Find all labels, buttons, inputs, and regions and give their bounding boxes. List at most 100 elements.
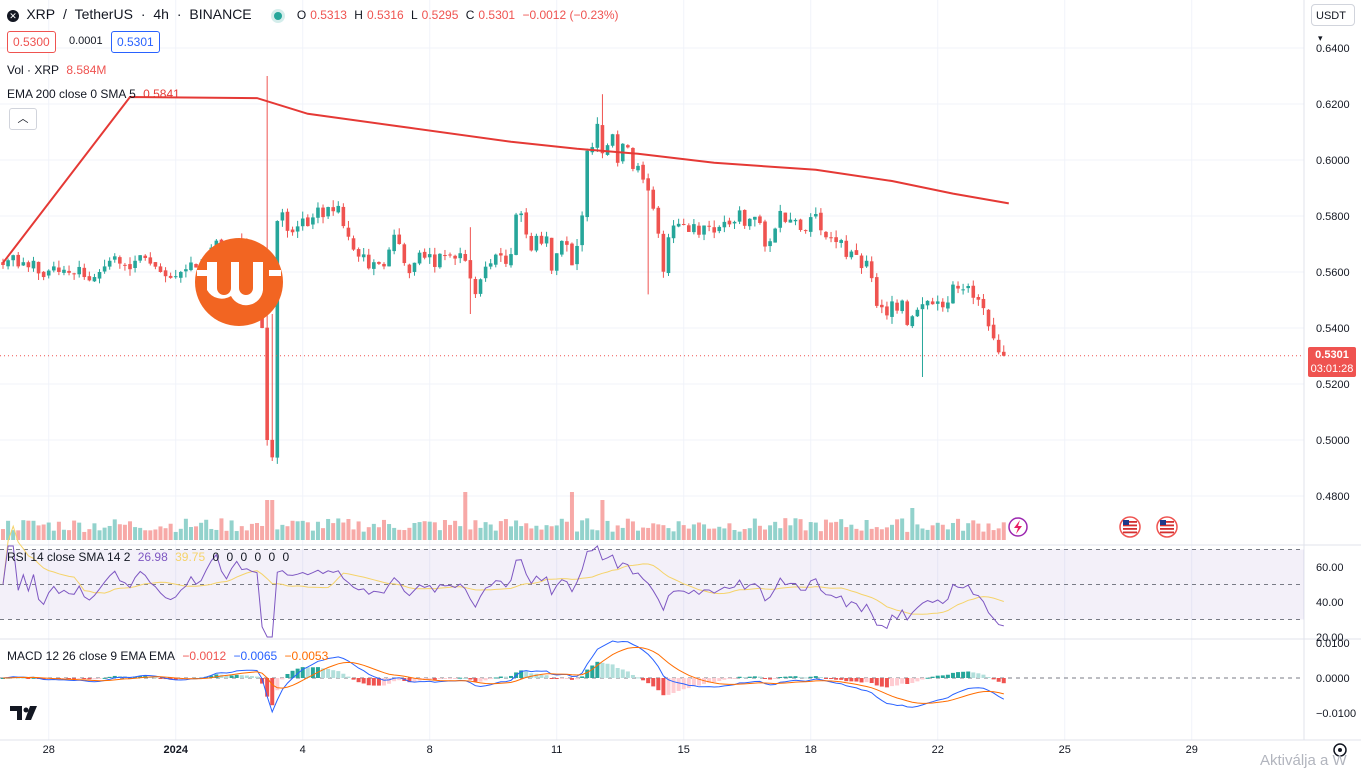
- time-tick-label: 8: [427, 744, 433, 756]
- candle-body: [265, 327, 269, 440]
- close-icon[interactable]: ✕: [7, 9, 19, 22]
- candle-body: [524, 212, 529, 235]
- candle-body: [991, 324, 996, 339]
- macd-hist-bar: [21, 677, 26, 679]
- volume-bar: [11, 530, 16, 540]
- macd-hist-bar: [26, 678, 31, 679]
- macd-hist-bar: [280, 678, 285, 680]
- candle-body: [854, 250, 859, 255]
- volume-bar: [879, 529, 884, 540]
- candle-body: [285, 211, 290, 231]
- rsi-legend[interactable]: RSI 14 close SMA 14 2 26.98 39.75 0 0 0 …: [7, 550, 295, 564]
- volume-bar: [478, 527, 483, 540]
- macd-hist-bar: [636, 677, 640, 679]
- volume-bar: [509, 526, 513, 540]
- candle-body: [839, 240, 843, 243]
- interval-label: 4h: [153, 6, 169, 22]
- volume-bar: [956, 518, 961, 540]
- volume-bar: [107, 525, 112, 540]
- volume-bar: [869, 528, 874, 540]
- macd-hist-bar: [676, 678, 681, 691]
- volume-bar: [905, 531, 910, 540]
- candle-body: [824, 231, 828, 238]
- volume-bar: [859, 530, 864, 540]
- candle-body: [41, 271, 46, 278]
- macd-hist-bar: [321, 668, 326, 678]
- volume-legend[interactable]: Vol · XRP 8.584M: [7, 63, 110, 77]
- volume-bar: [244, 530, 249, 540]
- price-tick-label: 0.5800: [1316, 211, 1350, 223]
- volume-bar: [737, 531, 742, 540]
- macd-hist-bar: [392, 678, 397, 682]
- volume-bar: [31, 520, 36, 540]
- candle-body: [311, 217, 315, 225]
- candle-body: [458, 253, 462, 259]
- price-tick-label: 0.5000: [1316, 435, 1350, 447]
- macd-hist-bar: [580, 676, 585, 678]
- volume-bar: [183, 518, 188, 540]
- candle-body: [280, 212, 285, 221]
- candle-body: [707, 225, 711, 227]
- flag-stripe: [1123, 521, 1137, 523]
- candle-body: [768, 241, 772, 247]
- candle-body: [869, 261, 874, 279]
- volume-bar: [128, 521, 132, 540]
- time-tick-label: 4: [300, 744, 306, 756]
- candle-body: [600, 125, 605, 154]
- volume-bar: [722, 528, 727, 540]
- macd-hist-bar: [590, 665, 595, 678]
- volume-bar: [666, 528, 671, 540]
- volume-bar: [615, 525, 620, 540]
- spread-value: 0.0001: [69, 35, 103, 47]
- candles: [1, 76, 1006, 464]
- tv-logo-dot: [23, 707, 29, 713]
- volume-bar: [397, 529, 402, 540]
- candle-body: [275, 221, 280, 458]
- macd-hist-bar: [463, 677, 468, 679]
- volume-bar: [503, 519, 508, 540]
- collapse-legend-button[interactable]: ︿: [9, 108, 37, 130]
- macd-legend[interactable]: MACD 12 26 close 9 EMA EMA −0.0012 −0.00…: [7, 649, 332, 663]
- volume-bar: [82, 531, 87, 540]
- macd-hist-bar: [173, 678, 178, 680]
- volume-bar: [422, 521, 427, 540]
- sell-price-button[interactable]: 0.5300: [7, 31, 56, 53]
- candle-body: [270, 439, 275, 458]
- volume-bar: [580, 520, 585, 540]
- volume-bar: [138, 527, 143, 540]
- macd-hist-bar: [112, 675, 117, 678]
- volume-bar: [21, 520, 26, 540]
- candle-body: [732, 221, 737, 224]
- candle-body: [773, 228, 777, 243]
- macd-hist-bar: [1001, 678, 1006, 684]
- volume-bar: [813, 522, 818, 540]
- volume-bar: [371, 523, 376, 540]
- macd-hist-bar: [986, 677, 991, 679]
- candle-body: [849, 251, 854, 258]
- currency-selector[interactable]: USDT ▾: [1311, 4, 1355, 43]
- flag-canton: [1160, 520, 1166, 525]
- macd-hist-bar: [331, 670, 336, 678]
- flag-stripe: [1160, 524, 1174, 527]
- volume-bar: [67, 530, 72, 540]
- change-value: −0.0012 (−0.23%): [522, 8, 619, 22]
- ema-legend[interactable]: EMA 200 close 0 SMA 5 0.5841: [7, 87, 184, 101]
- candle-body: [778, 210, 783, 228]
- volume-bar: [981, 531, 986, 540]
- macd-hist-bar: [239, 675, 244, 678]
- candle-body: [544, 236, 549, 244]
- macd-hist-bar: [585, 669, 590, 678]
- macd-hist-bar: [823, 678, 828, 679]
- symbol-title[interactable]: XRP / TetherUS · 4h · BINANCE: [26, 6, 259, 22]
- volume-bar: [427, 521, 432, 540]
- buy-price-button[interactable]: 0.5301: [111, 31, 160, 53]
- candle-body: [300, 218, 305, 227]
- volume-bar: [361, 531, 366, 540]
- gear-icon: [1333, 743, 1347, 757]
- last-price-value: 0.5301: [1315, 349, 1349, 361]
- close-label: C: [465, 8, 475, 22]
- macd-hist-bar: [900, 678, 905, 684]
- time-tick-label: 18: [805, 744, 817, 756]
